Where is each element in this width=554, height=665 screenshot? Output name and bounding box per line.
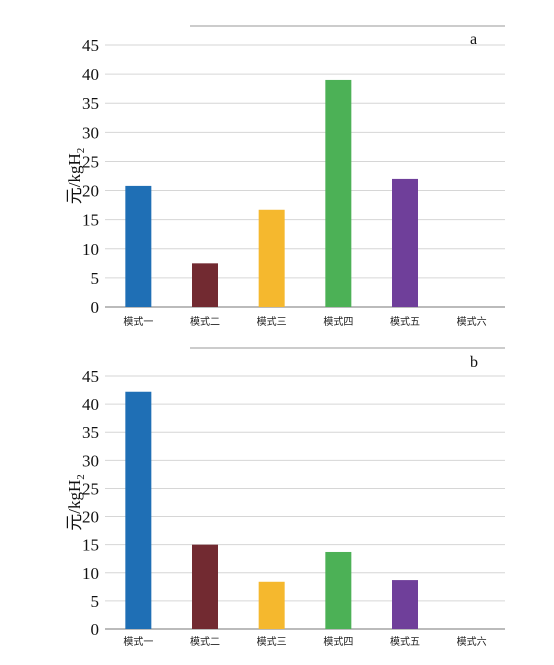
- y-tick-label: 35: [82, 94, 99, 113]
- panel-label: a: [470, 31, 477, 48]
- bar-5: [392, 178, 418, 307]
- y-tick-label: 10: [82, 564, 99, 583]
- bar-1: [125, 185, 152, 307]
- y-tick-label: 5: [91, 592, 100, 611]
- bar-3: [258, 581, 285, 629]
- category-label: 模式二: [190, 315, 220, 328]
- bar-4: [325, 79, 352, 307]
- y-tick-label: 5: [91, 269, 100, 288]
- y-axis-label-subscript: 2: [75, 474, 87, 480]
- category-label: 模式三: [257, 315, 287, 328]
- chart-b-svg: 0 5 10 15 20 25 30 35 40 45 元/kgH2 b 模式一 模式二 模式三 模式四 模式五…: [65, 347, 505, 648]
- y-tick-label: 25: [82, 152, 99, 171]
- category-label: 模式三: [257, 635, 287, 648]
- y-tick-label: 45: [82, 367, 99, 386]
- category-label: 模式二: [190, 635, 220, 648]
- y-tick-label: 20: [82, 508, 99, 527]
- bar-2: [192, 544, 218, 629]
- chart-panel-b: 0 5 10 15 20 25 30 35 40 45 元/kgH2 b 模式一 模式二 模式三 模式四 模式五…: [60, 340, 510, 660]
- category-label: 模式四: [323, 635, 353, 648]
- bar-1: [125, 391, 152, 629]
- category-label: 模式六: [457, 315, 487, 328]
- y-tick-label: 20: [82, 182, 99, 201]
- y-tick-label: 0: [91, 298, 100, 317]
- y-tick-label: 40: [82, 395, 99, 414]
- y-tick-label: 40: [82, 65, 99, 84]
- category-label: 模式五: [390, 315, 420, 328]
- y-axis-label-main: 元/kgH: [65, 153, 84, 204]
- y-tick-label: 0: [91, 620, 100, 639]
- y-tick-label: 25: [82, 479, 99, 498]
- y-tick-label: 45: [82, 36, 99, 55]
- chart-panel-a: 0 5 10 15 20 25 30 35 40 45 元/kgH2 a 模式一 模式二 模式三 模式四 模式五…: [60, 18, 510, 338]
- y-tick-label: 30: [82, 451, 99, 470]
- category-label: 模式一: [123, 635, 153, 648]
- y-axis-label-main: 元/kgH: [65, 480, 84, 531]
- category-label: 模式一: [123, 315, 153, 328]
- y-axis-label-subscript: 2: [75, 148, 87, 154]
- category-label: 模式四: [323, 315, 353, 328]
- bar-5: [392, 580, 418, 629]
- bar-3: [258, 209, 285, 307]
- category-label: 模式五: [390, 635, 420, 648]
- chart-a-svg: 0 5 10 15 20 25 30 35 40 45 元/kgH2 a 模式一 模式二 模式三 模式四 模式五…: [65, 25, 505, 328]
- y-tick-label: 35: [82, 423, 99, 442]
- y-axis-label: 元/kgH2: [65, 148, 87, 205]
- y-tick-label: 15: [82, 211, 99, 230]
- bar-4: [325, 551, 352, 629]
- y-tick-label: 30: [82, 123, 99, 142]
- y-axis-label: 元/kgH2: [65, 474, 87, 531]
- panel-label: b: [470, 354, 478, 371]
- y-tick-label: 15: [82, 536, 99, 555]
- bar-2: [192, 263, 218, 307]
- category-label: 模式六: [457, 635, 487, 648]
- y-tick-label: 10: [82, 240, 99, 259]
